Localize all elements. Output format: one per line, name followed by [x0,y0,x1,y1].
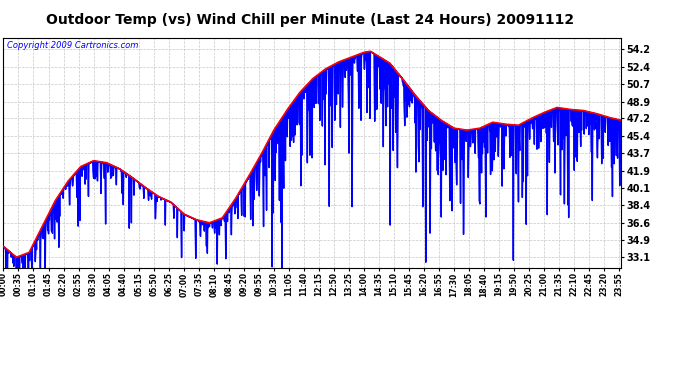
Text: Copyright 2009 Cartronics.com: Copyright 2009 Cartronics.com [6,41,138,50]
Text: Outdoor Temp (vs) Wind Chill per Minute (Last 24 Hours) 20091112: Outdoor Temp (vs) Wind Chill per Minute … [46,13,575,27]
